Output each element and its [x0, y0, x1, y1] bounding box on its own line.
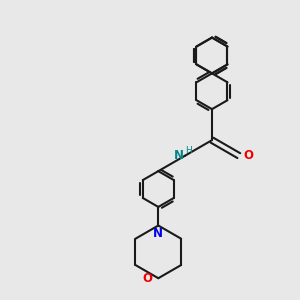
Text: H: H — [185, 146, 192, 154]
Text: O: O — [244, 149, 254, 162]
Text: N: N — [174, 148, 184, 161]
Text: N: N — [153, 227, 163, 240]
Text: O: O — [143, 272, 153, 285]
